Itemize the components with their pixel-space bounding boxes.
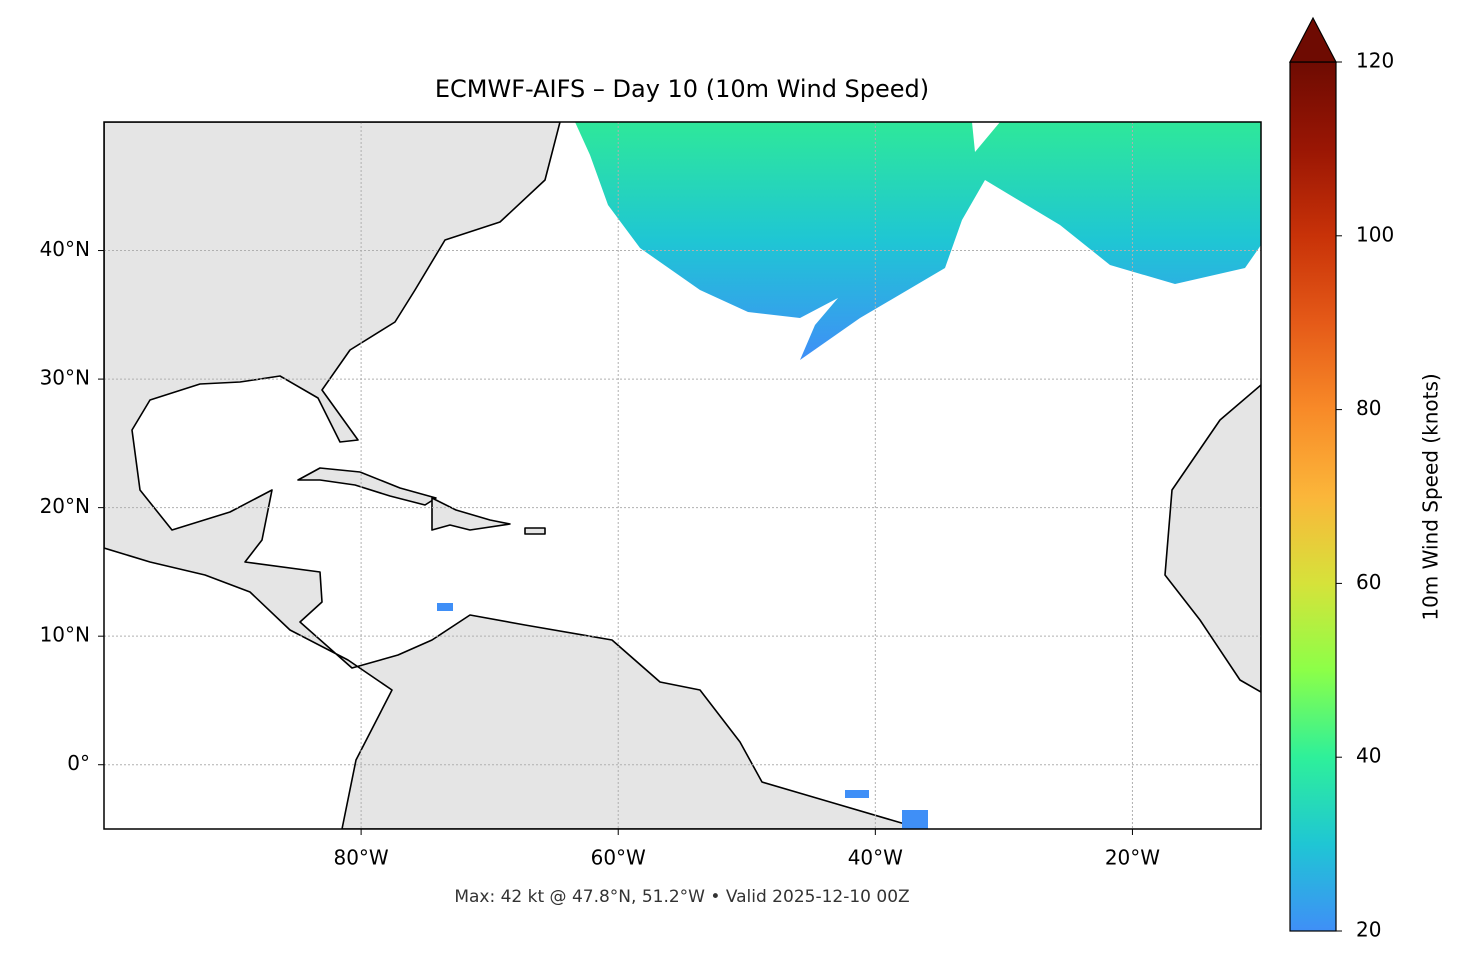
wind-patch [845, 790, 869, 798]
colorbar-label: 10m Wind Speed (knots) [1419, 373, 1443, 620]
land [431, 497, 511, 531]
x-tick-label: 80°W [333, 846, 388, 870]
colorbar-tick-label: 80 [1356, 396, 1381, 420]
footer-note: Max: 42 kt @ 47.8°N, 51.2°W • Valid 2025… [454, 887, 909, 907]
colorbar-tick-label: 20 [1356, 918, 1381, 942]
colorbar [1289, 61, 1337, 932]
y-tick-label: 10°N [40, 623, 90, 647]
x-tick-label: 40°W [848, 846, 903, 870]
land [297, 467, 437, 506]
map-title: ECMWF-AIFS – Day 10 (10m Wind Speed) [435, 75, 929, 103]
colorbar-tick-label: 120 [1356, 49, 1394, 73]
grid-layer [104, 122, 1261, 829]
map-area [104, 122, 1261, 829]
y-tick-label: 30°N [40, 366, 90, 390]
wind-patch [902, 810, 928, 829]
land [524, 527, 546, 535]
land [1164, 384, 1261, 693]
y-tick-label: 20°N [40, 494, 90, 518]
y-tick-label: 40°N [40, 237, 90, 261]
colorbar-tick-label: 60 [1356, 570, 1381, 594]
x-tick-label: 20°W [1105, 846, 1160, 870]
map-frame [103, 121, 1262, 830]
y-tick-label: 0° [67, 751, 90, 775]
colorbar-tick-label: 40 [1356, 744, 1381, 768]
x-tick-label: 60°W [591, 846, 646, 870]
wind-swath [575, 122, 1261, 360]
wind-patch [437, 603, 453, 611]
colorbar-tick-label: 100 [1356, 222, 1394, 246]
land [104, 122, 923, 829]
colorbar-extend [1289, 16, 1337, 63]
